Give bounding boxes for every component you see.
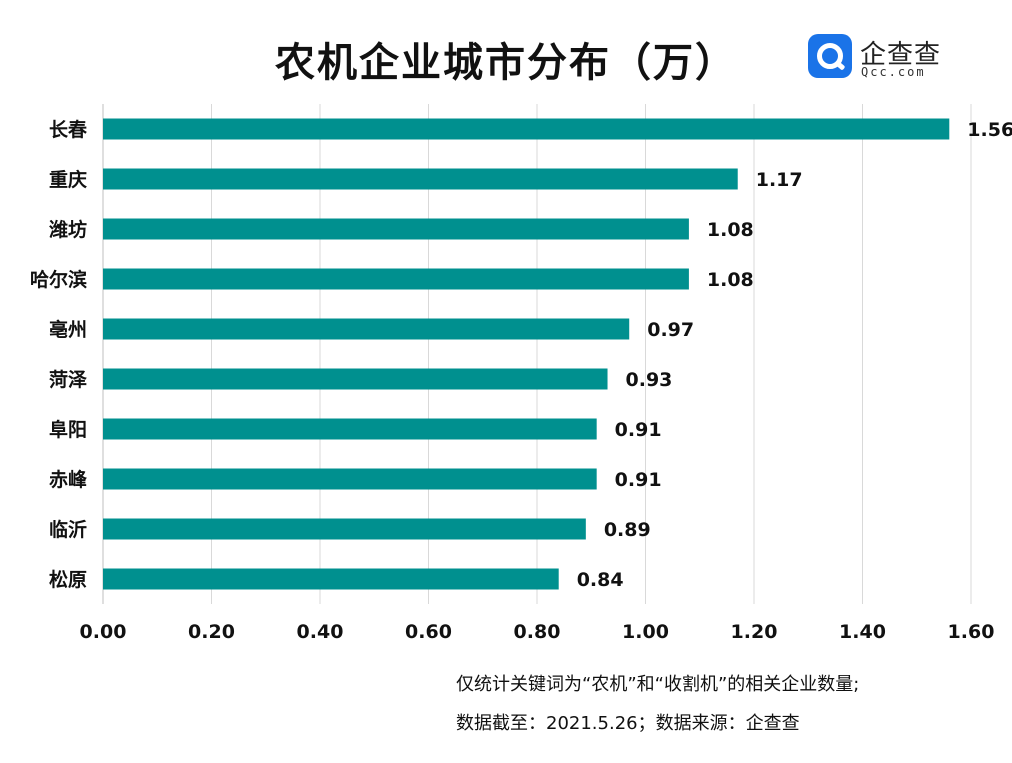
- category-label: 重庆: [49, 168, 87, 191]
- x-tick-label: 0.80: [514, 621, 561, 643]
- labels: 0.00 0.20 0.40 0.60 0.80 1.00 1.20 1.40 1.60 长春 1.…: [30, 118, 1012, 643]
- category-label: 赤峰: [49, 468, 88, 491]
- category-label: 阜阳: [49, 418, 87, 441]
- qcc-logo-icon: [808, 34, 852, 78]
- category-label: 长春: [49, 118, 87, 141]
- value-label: 0.91: [615, 469, 662, 491]
- x-tick-label: 0.60: [405, 621, 452, 643]
- x-tick-label: 0.00: [80, 621, 127, 643]
- value-label: 1.08: [707, 269, 754, 291]
- value-label: 0.91: [615, 419, 662, 441]
- bar: [103, 168, 738, 190]
- x-tick-label: 0.40: [297, 621, 344, 643]
- value-label: 1.17: [756, 169, 803, 191]
- qcc-logo: 企查查 Qcc.com: [808, 34, 948, 80]
- x-tick-label: 1.40: [839, 621, 886, 643]
- bar: [103, 368, 608, 390]
- category-label: 临沂: [49, 518, 87, 541]
- value-label: 0.97: [647, 319, 694, 341]
- bar: [103, 418, 597, 440]
- bars: [103, 118, 950, 590]
- value-label: 0.89: [604, 519, 651, 541]
- footnote-scope: 仅统计关键词为“农机”和“收割机”的相关企业数量;: [456, 674, 860, 695]
- bar: [103, 568, 559, 590]
- value-label: 0.84: [577, 569, 624, 591]
- footnote-source: 数据截至：2021.5.26；数据来源：企查查: [456, 713, 800, 734]
- x-tick-label: 0.20: [188, 621, 235, 643]
- value-label: 0.93: [626, 369, 673, 391]
- bar: [103, 218, 689, 240]
- bar: [103, 268, 689, 290]
- category-label: 菏泽: [49, 369, 87, 391]
- bar: [103, 118, 950, 140]
- bar: [103, 318, 630, 340]
- chart-title: 农机企业城市分布（万）: [275, 40, 737, 86]
- category-label: 亳州: [49, 318, 87, 341]
- category-label: 潍坊: [48, 218, 87, 241]
- logo-name: 企查查: [860, 40, 942, 70]
- x-tick-label: 1.20: [731, 621, 778, 643]
- value-label: 1.56: [967, 119, 1012, 141]
- bar: [103, 468, 597, 490]
- category-label: 哈尔滨: [30, 268, 87, 291]
- x-tick-label: 1.60: [948, 621, 995, 643]
- category-label: 松原: [49, 568, 87, 591]
- bar: [103, 518, 586, 540]
- value-label: 1.08: [707, 219, 754, 241]
- logo-url: Qcc.com: [861, 65, 926, 79]
- x-tick-label: 1.00: [622, 621, 669, 643]
